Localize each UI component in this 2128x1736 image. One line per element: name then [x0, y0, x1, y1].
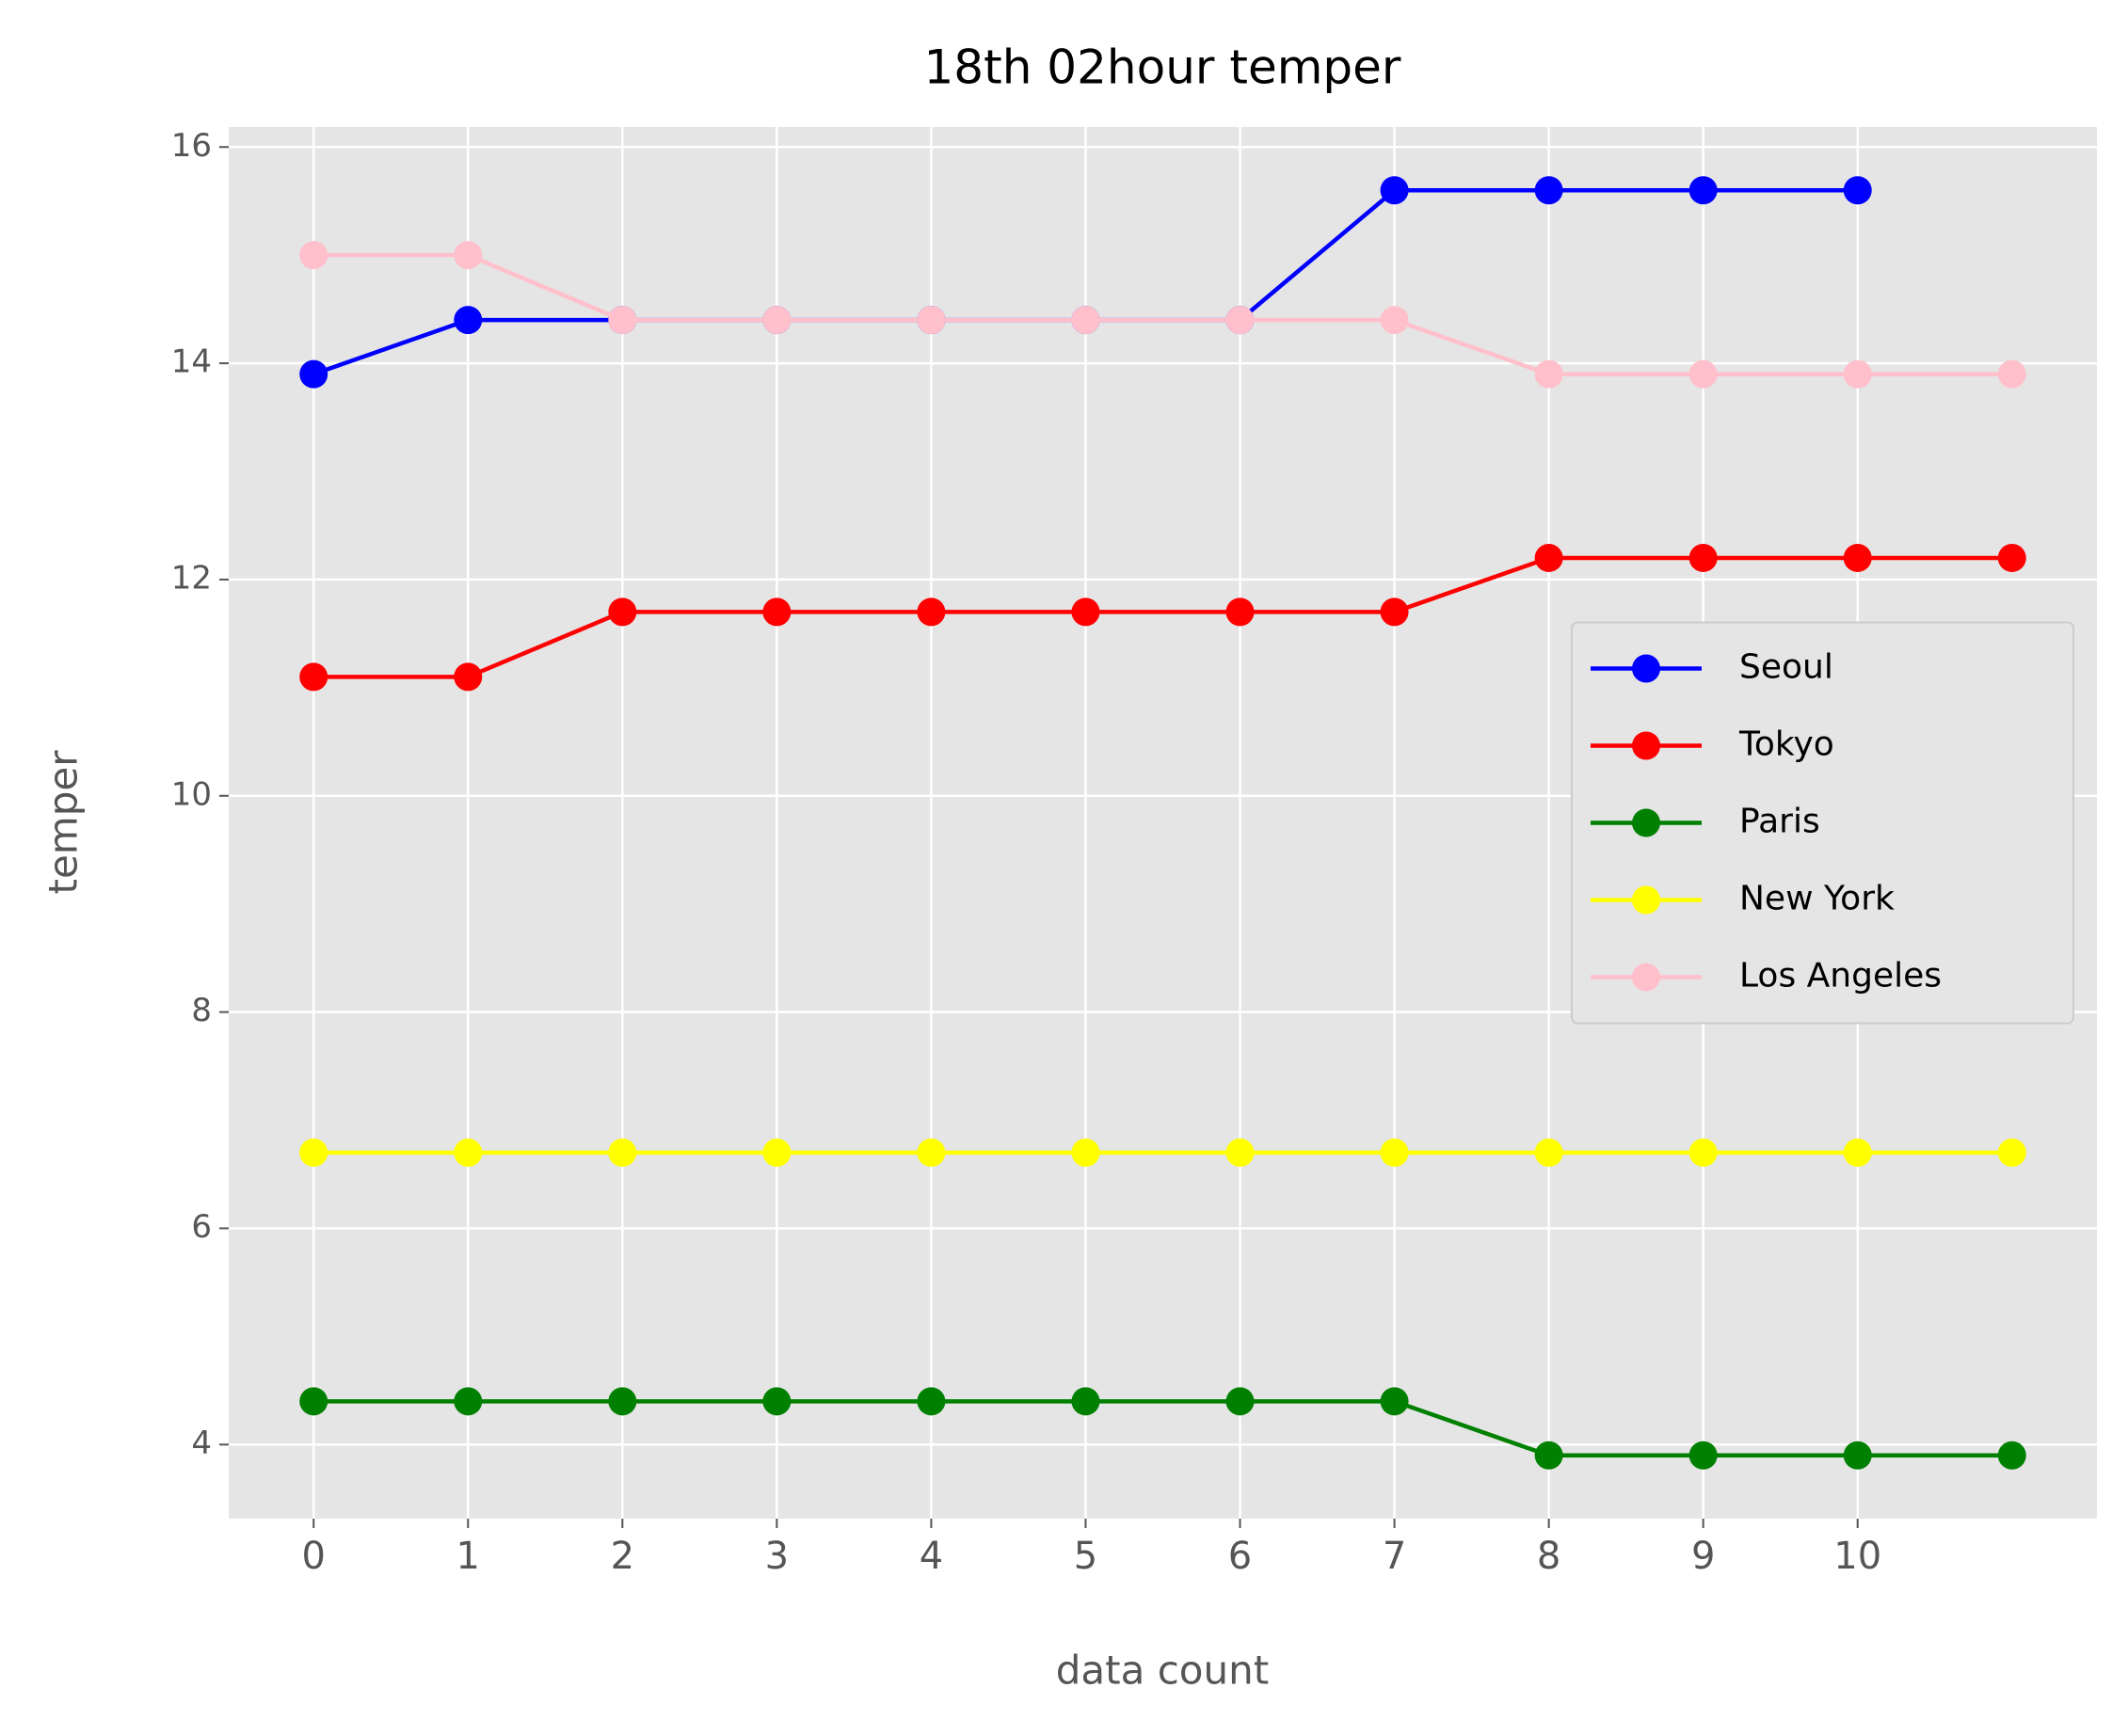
data-point: [1380, 597, 1409, 627]
data-point: [1688, 1441, 1718, 1470]
y-tick-label: 14: [171, 343, 212, 381]
legend-label: New York: [1739, 880, 1895, 918]
data-point: [917, 1387, 946, 1416]
x-tick-label: 9: [1691, 1535, 1715, 1578]
data-point: [917, 1139, 946, 1168]
data-point: [1225, 1139, 1255, 1168]
data-point: [1380, 1387, 1409, 1416]
y-tick-label: 8: [191, 992, 212, 1029]
data-point: [762, 1139, 792, 1168]
data-point: [762, 1387, 792, 1416]
legend: Seoul Tokyo Paris New York Los Angeles: [1571, 621, 2074, 1025]
data-point: [1534, 1139, 1563, 1168]
data-point: [1534, 359, 1563, 389]
legend-label: Paris: [1739, 803, 1820, 841]
data-point: [1225, 597, 1255, 627]
data-point: [1688, 176, 1718, 205]
legend-marker: [1632, 731, 1660, 760]
legend-label: Seoul: [1739, 648, 1833, 687]
x-tick-label: 8: [1537, 1535, 1560, 1578]
data-point: [1997, 1441, 2026, 1470]
data-point: [1380, 176, 1409, 205]
series-line: [313, 555, 2012, 679]
data-point: [454, 662, 483, 692]
data-point: [454, 1139, 483, 1168]
data-point: [608, 306, 637, 335]
data-point: [1071, 1387, 1100, 1416]
data-point: [1688, 543, 1718, 572]
legend-label: Los Angeles: [1739, 957, 1942, 995]
data-point: [608, 1387, 637, 1416]
y-tick-label: 4: [191, 1425, 212, 1462]
data-point: [299, 1387, 328, 1416]
legend-marker: [1632, 963, 1660, 992]
data-point: [762, 306, 792, 335]
data-point: [299, 359, 328, 389]
data-point: [762, 597, 792, 627]
y-tick-label: 12: [171, 559, 212, 597]
legend-label: Tokyo: [1738, 725, 1834, 764]
data-point: [1534, 1441, 1563, 1470]
y-tick-label: 6: [191, 1208, 212, 1246]
legend-marker: [1632, 654, 1660, 683]
x-tick-label: 2: [611, 1535, 634, 1578]
legend-box: [1571, 621, 2074, 1025]
data-point: [1071, 597, 1100, 627]
data-point: [1225, 1387, 1255, 1416]
x-tick-label: 3: [765, 1535, 789, 1578]
data-point: [1071, 306, 1100, 335]
x-tick-label: 5: [1074, 1535, 1097, 1578]
x-tick-label: 4: [920, 1535, 943, 1578]
data-point: [1843, 1139, 1872, 1168]
data-point: [1843, 1441, 1872, 1470]
data-point: [1225, 306, 1255, 335]
data-point: [1843, 176, 1872, 205]
legend-marker: [1632, 885, 1660, 915]
data-point: [608, 1139, 637, 1168]
data-point: [1843, 543, 1872, 572]
data-point: [454, 306, 483, 335]
series-line: [313, 1399, 2012, 1458]
data-point: [1534, 543, 1563, 572]
data-point: [917, 597, 946, 627]
data-point: [1843, 359, 1872, 389]
data-point: [1380, 1139, 1409, 1168]
x-tick-label: 10: [1833, 1535, 1881, 1578]
data-point: [299, 241, 328, 270]
data-point: [1688, 1139, 1718, 1168]
y-axis-label: temper: [40, 750, 87, 895]
data-point: [1380, 306, 1409, 335]
data-point: [1997, 543, 2026, 572]
data-point: [1071, 1139, 1100, 1168]
series-line: [313, 252, 2012, 376]
data-point: [454, 1387, 483, 1416]
x-tick-label: 7: [1383, 1535, 1406, 1578]
data-point: [1997, 1139, 2026, 1168]
data-point: [454, 241, 483, 270]
data-point: [299, 662, 328, 692]
data-point: [1688, 359, 1718, 389]
legend-marker: [1632, 808, 1660, 837]
x-tick-label: 1: [456, 1535, 480, 1578]
data-point: [1534, 176, 1563, 205]
data-point: [917, 306, 946, 335]
x-tick-label: 0: [302, 1535, 326, 1578]
data-point: [299, 1139, 328, 1168]
y-tick-label: 16: [171, 127, 212, 165]
x-tick-label: 6: [1228, 1535, 1252, 1578]
x-axis-label: data count: [1056, 1648, 1269, 1694]
y-tick-label: 10: [171, 775, 212, 813]
data-point: [608, 597, 637, 627]
chart-title: 18th 02hour temper: [924, 40, 1401, 95]
data-point: [1997, 359, 2026, 389]
